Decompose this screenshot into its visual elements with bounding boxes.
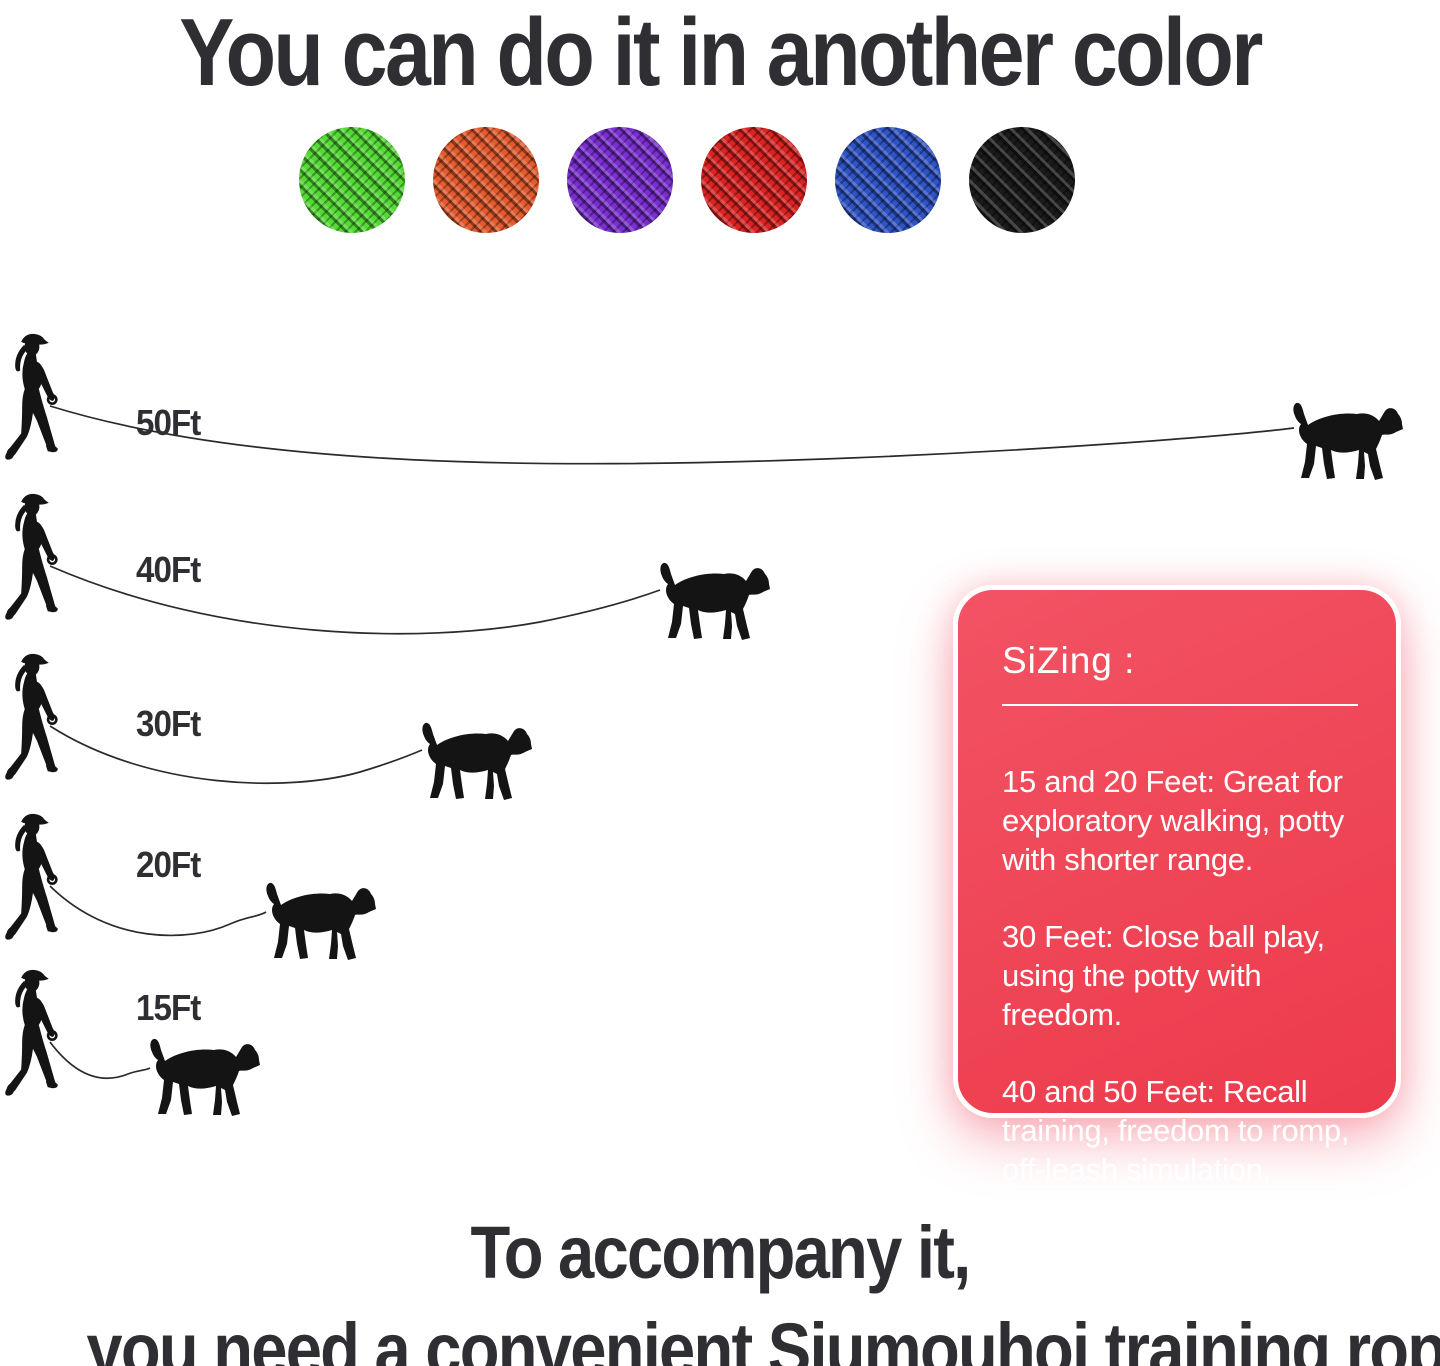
sizing-paragraph-40-50ft: 40 and 50 Feet: Recall training, freedom…	[1002, 1074, 1350, 1187]
sizing-paragraph-30ft: 30 Feet: Close ball play, using the pott…	[1002, 919, 1325, 1032]
footer-line-1: To accompany it,	[470, 1211, 972, 1294]
person-silhouette	[3, 492, 60, 621]
color-swatch-orange	[433, 127, 539, 233]
person-silhouette	[3, 812, 60, 941]
page-title: You can do it in another color	[179, 0, 1263, 106]
leash-30ft	[49, 725, 423, 784]
length-label-50ft: 50Ft	[136, 402, 201, 443]
color-swatch-purple	[567, 127, 673, 233]
sizing-paragraph-15-20ft: 15 and 20 Feet: Great for exploratory wa…	[1002, 764, 1344, 877]
sizing-card: SiZing : 15 and 20 Feet: Great for explo…	[953, 585, 1401, 1187]
dog-silhouette-30ft	[422, 722, 532, 800]
color-swatch-row	[299, 127, 1075, 233]
person-silhouette	[3, 652, 60, 781]
length-label-15ft: 15Ft	[136, 987, 201, 1028]
color-swatch-blue	[835, 127, 941, 233]
person-silhouette	[3, 332, 60, 461]
footer-line-2: you need a convenient Siumouhoi training…	[86, 1308, 1440, 1366]
length-label-30ft: 30Ft	[136, 703, 201, 744]
color-swatch-red	[701, 127, 807, 233]
sizing-card-heading: SiZing :	[1002, 640, 1136, 681]
leash-40ft	[49, 565, 661, 635]
person-silhouette	[3, 968, 60, 1097]
leash-50ft	[49, 405, 1295, 465]
sizing-card-divider	[1002, 704, 1358, 706]
dog-silhouette-15ft	[150, 1038, 260, 1116]
color-swatch-green	[299, 127, 405, 233]
footer-tagline: To accompany it, you need a convenient S…	[0, 1210, 1440, 1366]
dog-silhouette-40ft	[660, 562, 770, 640]
color-swatch-black	[969, 127, 1075, 233]
leash-20ft	[49, 885, 267, 937]
dog-silhouette-20ft	[266, 882, 376, 960]
leash-15ft	[49, 1041, 151, 1080]
length-label-40ft: 40Ft	[136, 549, 201, 590]
length-label-20ft: 20Ft	[136, 844, 201, 885]
dog-silhouette-50ft	[1293, 402, 1403, 480]
leash-lines	[49, 405, 1295, 1080]
